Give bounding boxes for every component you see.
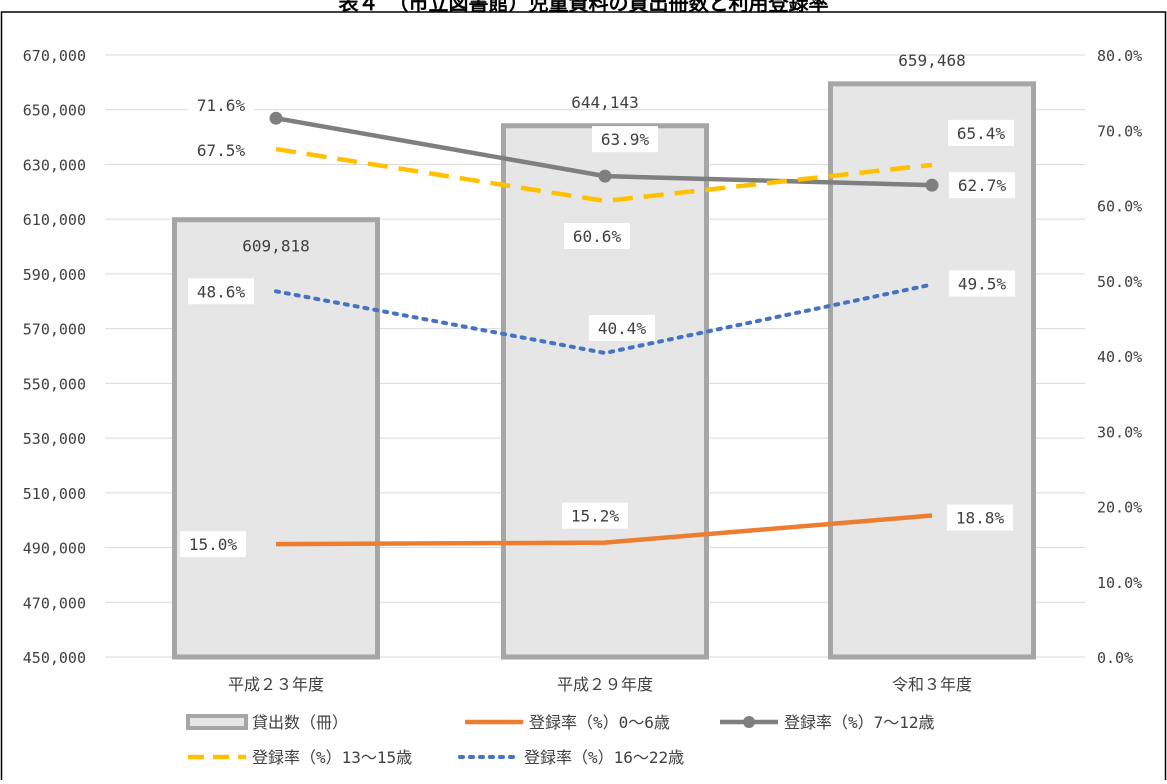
line-data-label: 62.7% xyxy=(958,176,1007,195)
legend-marker xyxy=(743,716,755,728)
right-axis-tick-label: 80.0% xyxy=(1097,47,1142,65)
line-data-label: 18.8% xyxy=(956,509,1005,528)
right-axis-tick-label: 20.0% xyxy=(1097,499,1142,517)
line-data-label-bg xyxy=(188,92,254,119)
left-axis-tick-label: 550,000 xyxy=(23,375,86,393)
line-data-label: 15.0% xyxy=(189,535,238,554)
line-data-label: 67.5% xyxy=(197,141,246,160)
series-line xyxy=(275,513,933,547)
left-axis-tick-label: 670,000 xyxy=(23,47,86,65)
series-marker xyxy=(598,169,612,183)
line-data-label: 63.9% xyxy=(601,130,650,149)
legend-label: 登録率（%）13〜15歳 xyxy=(252,748,412,767)
line-data-label-bg xyxy=(188,137,254,164)
left-axis-tick-label: 590,000 xyxy=(23,266,86,284)
line-data-label-bg xyxy=(947,504,1013,531)
line-data-label: 71.6% xyxy=(197,96,246,115)
series-line xyxy=(274,282,934,355)
right-axis-tick-label: 60.0% xyxy=(1097,198,1142,216)
legend-label: 登録率（%）16〜22歳 xyxy=(524,748,684,767)
left-axis-tick-label: 510,000 xyxy=(23,485,86,503)
line-data-label-bg xyxy=(188,278,254,305)
legend-label: 貸出数（冊） xyxy=(252,713,348,732)
bar xyxy=(501,123,709,660)
line-data-label-bg xyxy=(592,126,658,153)
line-data-label-bg xyxy=(948,119,1014,146)
line-data-label-bg xyxy=(564,222,630,249)
left-axis-tick-label: 630,000 xyxy=(23,156,86,174)
line-data-label: 40.4% xyxy=(598,319,647,338)
left-axis-tick-label: 570,000 xyxy=(23,321,86,339)
bar-data-label: 659,468 xyxy=(898,51,965,70)
left-axis-tick-label: 450,000 xyxy=(23,649,86,667)
line-data-label: 60.6% xyxy=(573,227,622,246)
legend-label: 登録率（%）7〜12歳 xyxy=(784,713,935,732)
left-axis-tick-label: 490,000 xyxy=(23,540,86,558)
right-axis-tick-label: 40.0% xyxy=(1097,348,1142,366)
series-marker xyxy=(269,111,283,125)
chart-title: 表４ （市立図書館）児童資料の貸出冊数と利用登録率 xyxy=(338,0,829,15)
line-data-label: 48.6% xyxy=(197,282,246,301)
x-axis-category-label: 令和３年度 xyxy=(892,675,972,694)
bar xyxy=(828,81,1036,660)
x-axis-category-label: 平成２３年度 xyxy=(228,675,324,694)
right-axis-tick-label: 50.0% xyxy=(1097,273,1142,291)
line-data-label-bg xyxy=(562,502,628,529)
line-data-label: 65.4% xyxy=(957,124,1006,143)
legend-label: 登録率（%）0〜6歳 xyxy=(529,713,670,732)
line-data-label-bg xyxy=(180,531,246,558)
series-marker xyxy=(925,178,939,192)
right-axis-tick-label: 0.0% xyxy=(1097,649,1133,667)
left-axis-tick-label: 530,000 xyxy=(23,430,86,448)
series-line xyxy=(275,146,933,204)
left-axis-tick-label: 470,000 xyxy=(23,594,86,612)
x-axis-category-label: 平成２９年度 xyxy=(557,675,653,694)
right-axis-tick-label: 30.0% xyxy=(1097,423,1142,441)
line-data-label-bg xyxy=(949,172,1015,199)
line-data-label-bg xyxy=(949,270,1015,297)
line-data-label: 49.5% xyxy=(958,275,1007,294)
right-axis-tick-label: 70.0% xyxy=(1097,122,1142,140)
bar-data-label: 644,143 xyxy=(571,93,638,112)
bar-data-label: 609,818 xyxy=(242,237,309,256)
left-axis-tick-label: 610,000 xyxy=(23,211,86,229)
left-axis-tick-label: 650,000 xyxy=(23,102,86,120)
right-axis-tick-label: 10.0% xyxy=(1097,574,1142,592)
legend-swatch xyxy=(186,714,248,730)
line-data-label: 15.2% xyxy=(571,507,620,526)
line-data-label-bg xyxy=(589,314,655,341)
